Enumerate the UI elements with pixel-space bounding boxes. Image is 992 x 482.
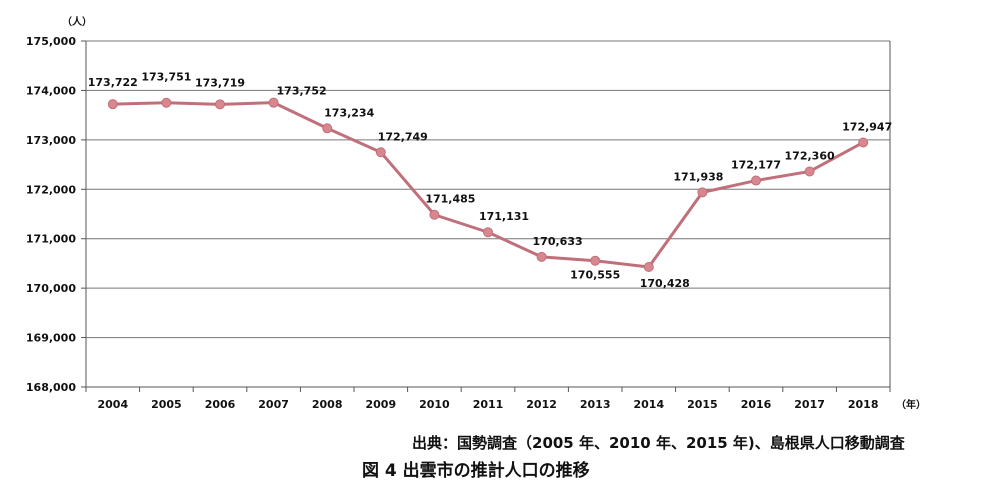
data-point: [215, 99, 225, 110]
x-tick-label: 2014: [633, 398, 664, 411]
data-label: 173,722: [88, 76, 138, 89]
data-point: [429, 209, 440, 220]
y-tick-label: 175,000: [26, 35, 76, 48]
data-label: 173,719: [195, 76, 245, 89]
x-tick-label: 2016: [741, 398, 772, 411]
x-axis-label: （年）: [896, 398, 926, 411]
data-label: 171,131: [479, 210, 529, 223]
data-label: 170,428: [640, 277, 690, 290]
x-tick-label: 2012: [526, 398, 557, 411]
data-label: 170,633: [533, 235, 583, 248]
data-label: 172,749: [378, 130, 428, 143]
data-label: 173,752: [277, 85, 327, 98]
data-point: [590, 255, 601, 266]
x-tick-label: 2011: [473, 398, 504, 411]
x-tick-label: 2013: [580, 398, 611, 411]
x-tick-label: 2015: [687, 398, 718, 411]
x-tick-label: 2008: [312, 398, 343, 411]
y-tick-label: 171,000: [26, 233, 76, 246]
y-tick-label: 168,000: [26, 381, 76, 394]
x-tick-label: 2004: [97, 398, 128, 411]
data-point: [858, 137, 869, 148]
y-tick-label: 174,000: [26, 84, 76, 97]
data-point: [697, 187, 708, 198]
data-label: 173,751: [141, 71, 191, 84]
x-tick-label: 2007: [258, 398, 289, 411]
x-tick-label: 2006: [205, 398, 236, 411]
data-label: 170,555: [570, 269, 620, 282]
data-point: [751, 175, 761, 186]
x-tick-label: 2009: [365, 398, 396, 411]
x-tick-label: 2017: [794, 398, 825, 411]
data-label: 172,177: [731, 159, 781, 172]
data-point: [161, 97, 172, 108]
y-tick-label: 170,000: [26, 282, 76, 295]
y-tick-label: 173,000: [26, 134, 76, 147]
population-line-chart: 168,000 169,000 170,000 171,000 172,000 173,0…: [26, 15, 926, 411]
data-point: [536, 251, 547, 262]
data-label: 171,938: [673, 170, 723, 183]
x-tick-label: 2010: [419, 398, 450, 411]
data-label: 171,485: [425, 193, 475, 206]
y-tick-label: 172,000: [26, 183, 76, 196]
series-line: [112, 101, 864, 269]
data-label: 173,234: [324, 106, 374, 119]
data-point: [268, 97, 279, 108]
figure-title: 図 4 出雲市の推計人口の推移: [362, 461, 590, 481]
data-point: [643, 261, 654, 272]
data-point: [483, 227, 493, 238]
y-tick-label: 169,000: [26, 332, 76, 345]
y-axis-label: （人）: [62, 15, 92, 28]
source-note: 出典：国勢調査（2005 年、2010 年、2015 年)、島根県人口移動調査: [412, 434, 905, 452]
data-label: 172,360: [785, 149, 835, 162]
x-tick-label: 2005: [151, 398, 182, 411]
data-point: [375, 147, 386, 158]
x-tick-label: 2018: [848, 398, 879, 411]
data-point: [107, 99, 118, 110]
data-point: [804, 166, 815, 177]
data-point: [322, 123, 333, 134]
data-label: 172,947: [842, 120, 892, 133]
